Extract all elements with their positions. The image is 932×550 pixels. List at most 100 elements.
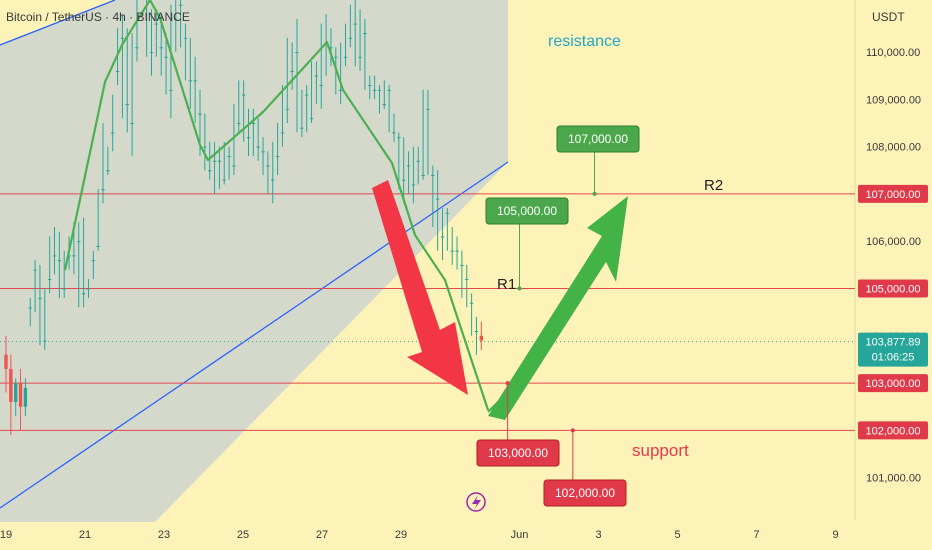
level-price-tag-text: 107,000.00 [865,189,920,201]
candle-body [358,56,362,58]
callout-box [556,125,640,153]
candle-body [18,383,23,407]
candle-body [96,245,100,247]
x-tick-label: 3 [595,529,601,541]
candle-body [57,260,62,262]
candle-body [33,269,37,271]
candle-body [280,132,285,134]
candle-body [4,354,8,369]
candle-body [174,18,178,20]
candle-body [135,47,139,49]
x-tick-label: 29 [395,529,407,541]
lightning-icon [466,492,486,512]
current-price-text: 103,877.89 [865,337,920,349]
candle-body [450,250,454,252]
candle-body [62,288,66,290]
x-tick-label: 5 [674,529,680,541]
lightning-icon-ring [466,492,486,512]
candle-body [382,104,386,106]
channel-upper-line [0,0,116,46]
candle-body [440,236,445,238]
x-tick-label: 19 [0,529,12,541]
callout-anchor-dot [517,286,522,291]
candle-body [193,80,197,82]
candle-body [23,387,28,407]
callout-box [476,439,560,467]
callout-text: 105,000.00 [497,204,557,218]
candle-body [402,179,406,181]
candle-body [372,89,377,91]
y-tick-label: 110,000.00 [866,47,920,59]
candle-body [81,293,86,295]
candle-body [125,104,129,106]
candle-body [38,297,42,299]
callout-anchor-dot [570,428,575,433]
candle-body [14,383,18,403]
candle-body [169,89,173,91]
candle-body [159,47,163,49]
candle-body [285,108,289,110]
callout-anchor-dot [505,381,510,386]
candle-body [343,56,348,58]
candle-body [86,288,91,290]
candle-body [164,56,168,58]
candle-body [426,108,430,110]
candle-body [266,165,270,167]
candle-body [300,127,304,129]
candle-body [52,255,57,257]
candle-body [77,241,81,243]
candle-body [198,113,202,115]
target-callout: 105,000.00 [485,197,569,291]
candle-body [329,47,333,49]
candle-body [72,255,76,257]
candle-body [9,368,13,403]
x-tick-label: 23 [158,529,170,541]
target-callout: 102,000.00 [543,428,627,507]
candle-body [271,179,275,181]
lightning-icon-bolt [472,495,481,510]
candle-body [421,174,425,176]
candle-body [411,184,416,186]
candle-body [363,33,367,35]
candle-body [130,122,134,124]
support-label: support [632,441,689,460]
candle-body [353,23,357,25]
candle-body [188,80,192,82]
candle-body [237,122,241,124]
candle-body [115,70,120,72]
candle-body [314,75,319,77]
symbol-title[interactable]: Bitcoin / TetherUS · 4h · BINANCE [6,10,190,24]
level-price-tag-text: 103,000.00 [865,378,920,390]
candle-body [460,264,464,266]
candle-body [334,56,338,58]
level-price-tag [858,374,928,393]
candle-body [217,160,222,162]
candle-body [305,94,309,96]
channel-lower-line [0,161,509,509]
candle-body [445,212,450,214]
up-arrow [488,196,628,420]
callout-text: 107,000.00 [568,132,628,146]
x-tick-label: 9 [832,529,838,541]
candle-body [212,160,217,162]
candle-body [178,4,183,6]
y-tick-label: 101,000.00 [866,473,921,485]
candle-body [348,37,353,39]
x-tick-label: 27 [316,529,328,541]
candle-body [479,335,483,341]
candle-body [397,137,401,139]
x-axis-ticks: 19 21 23 25 27 29 Jun 3 5 7 9 [0,529,839,541]
callout-box [543,479,627,507]
candle-body [222,179,226,181]
callout-text: 103,000.00 [488,446,548,460]
x-tick-label: 7 [753,529,759,541]
candle-body [101,189,105,191]
target-callout: 107,000.00 [556,125,640,196]
candle-body [469,302,474,304]
candle-body [474,331,479,333]
zigzag-wave-line [63,0,490,411]
current-price-tag [858,332,928,367]
x-tick-label: 21 [79,529,91,541]
